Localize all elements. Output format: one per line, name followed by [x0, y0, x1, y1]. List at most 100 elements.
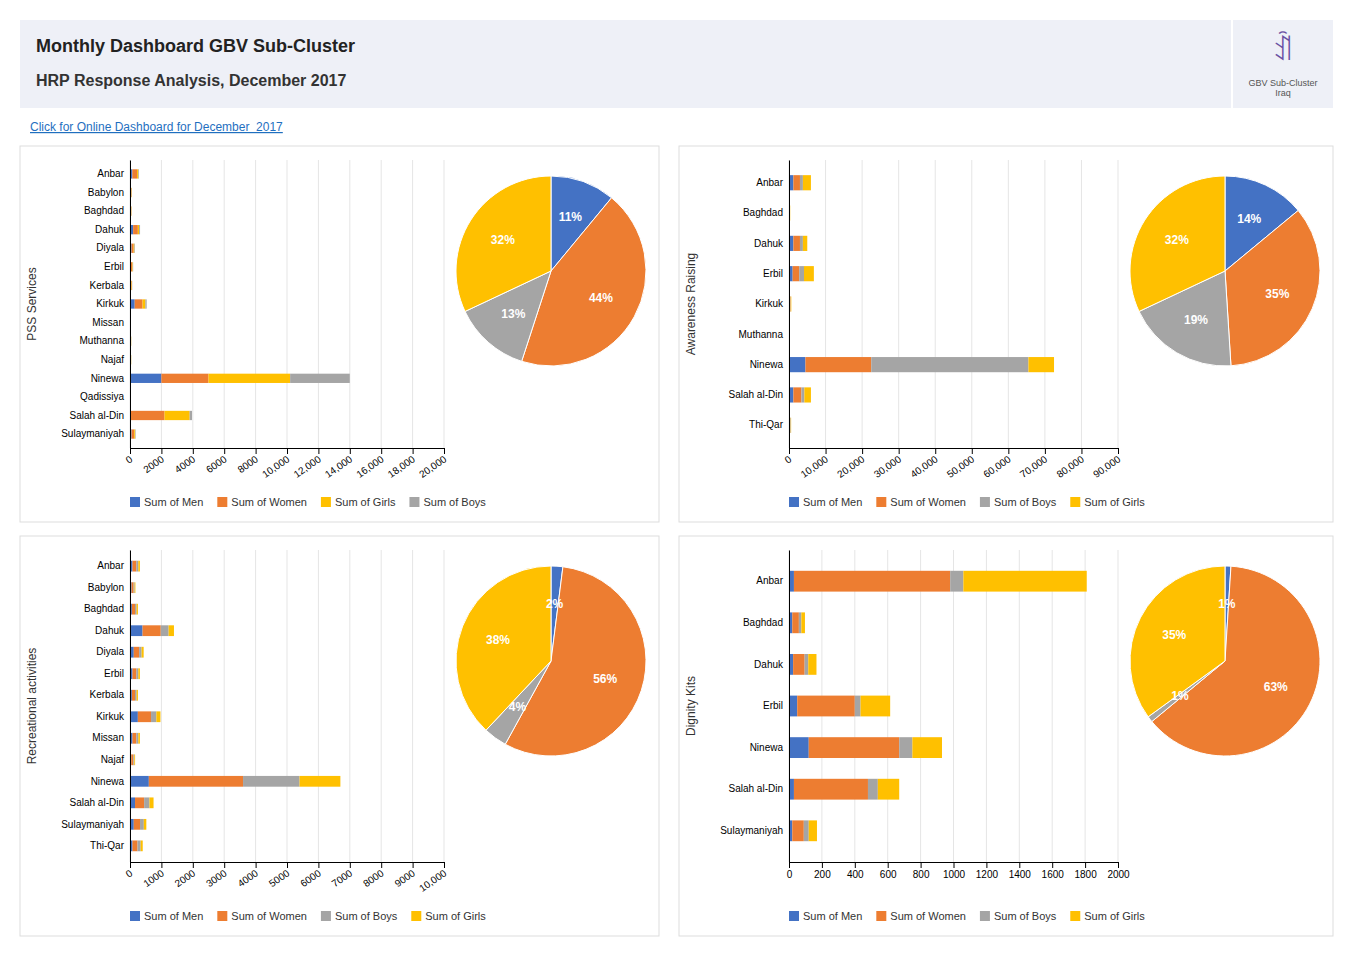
x-tick-label: 4000	[235, 867, 260, 889]
x-tick-mark	[826, 448, 827, 454]
bar-segment	[243, 776, 300, 787]
x-tick: 2000	[173, 862, 198, 889]
subtitle: HRP Response Analysis, December 2017	[36, 72, 346, 89]
y-tick-label: Sulaymaniyah	[720, 825, 783, 836]
pie-label: 1%	[1171, 689, 1189, 703]
x-axis: 0200040006000800010,00012,00014,00016,00…	[124, 448, 449, 480]
y-tick: Kirkuk	[755, 298, 789, 309]
x-tick: 2000	[1107, 862, 1130, 880]
x-tick: 2000	[141, 448, 166, 475]
x-tick-mark	[1045, 448, 1046, 454]
x-axis: 010002000300040005000600070008000900010,…	[124, 862, 449, 894]
y-tick-label: Kirkuk	[96, 298, 125, 309]
bar-chart: 010,00020,00030,00040,00050,00060,00070,…	[684, 160, 1145, 508]
y-tick-label: Thi-Qar	[749, 419, 784, 430]
legend-swatch	[321, 911, 331, 921]
pie-chart: 14%35%19%32%	[1130, 176, 1320, 366]
y-tick: Ninewa	[750, 742, 789, 753]
y-tick-label: Salah al-Din	[70, 410, 124, 421]
bar-segment	[137, 690, 138, 701]
x-tick-label: 1200	[976, 869, 999, 880]
y-tick: Sulaymaniyah	[61, 428, 130, 439]
bar-segment	[132, 169, 137, 178]
bar-segment	[139, 225, 141, 234]
grid-line	[381, 550, 382, 862]
grid	[130, 550, 444, 862]
grid-line	[971, 160, 972, 448]
bar-segment	[130, 625, 143, 636]
pie-label: 2%	[546, 597, 564, 611]
grid-line	[953, 550, 954, 862]
grid-line	[1118, 550, 1119, 862]
bar-segment	[132, 690, 135, 701]
x-tick: 1400	[1009, 862, 1032, 880]
y-tick-label: Babylon	[88, 582, 124, 593]
x-tick-label: 200	[814, 869, 831, 880]
legend-label: Sum of Girls	[1084, 910, 1145, 922]
bar-segment	[133, 244, 135, 253]
y-tick: Anbar	[97, 560, 130, 571]
x-tick-label: 5000	[267, 867, 292, 889]
y-tick: Dahuk	[754, 238, 789, 249]
pie-label: 35%	[1162, 628, 1186, 642]
legend-swatch	[789, 911, 799, 921]
legend-label: Sum of Men	[803, 910, 862, 922]
x-axis-line	[790, 448, 1119, 449]
y-tick-label: Ninewa	[91, 373, 125, 384]
x-tick-label: 3000	[204, 867, 229, 889]
bar-segment	[131, 188, 132, 197]
y-tick-label: Kirkuk	[96, 711, 125, 722]
x-tick: 50,000	[945, 448, 977, 480]
legend-swatch	[409, 497, 419, 507]
x-tick: 80,000	[1055, 448, 1087, 480]
x-tick: 16,000	[354, 448, 386, 480]
bar-series	[130, 169, 350, 438]
grid-line	[224, 160, 225, 448]
bar-segment	[137, 169, 138, 178]
x-tick-label: 800	[913, 869, 930, 880]
grid-line	[381, 160, 382, 448]
x-tick: 18,000	[386, 448, 418, 480]
legend-item: Sum of Men	[789, 910, 862, 922]
bar-segment	[963, 571, 1086, 592]
x-tick-mark	[862, 448, 863, 454]
legend-swatch	[130, 497, 140, 507]
legend-item: Sum of Women	[217, 496, 307, 508]
pie-chart: 11%44%13%32%	[456, 176, 646, 366]
y-tick-label: Anbar	[97, 168, 124, 179]
y-tick-label: Baghdad	[743, 207, 783, 218]
bar-segment	[912, 737, 942, 758]
x-tick-label: 8000	[235, 453, 260, 475]
bar-segment	[130, 374, 161, 383]
bar-series	[789, 175, 1054, 433]
bar-chart: 0200400600800100012001400160018002000Anb…	[684, 550, 1145, 922]
bar-segment	[131, 206, 132, 215]
x-tick: 600	[880, 862, 897, 880]
bar-segment	[800, 175, 803, 190]
y-tick-label: Kerbala	[90, 280, 125, 291]
bar-chart: 0200040006000800010,00012,00014,00016,00…	[25, 160, 486, 508]
y-tick: Erbil	[763, 700, 789, 711]
x-tick-mark	[193, 862, 194, 868]
x-tick-mark	[789, 448, 790, 454]
bar-segment	[793, 654, 805, 675]
legend-label: Sum of Girls	[425, 910, 486, 922]
bar-series	[130, 561, 149, 851]
grid	[130, 160, 444, 448]
bar-series	[131, 561, 243, 851]
bar-series	[789, 175, 1028, 433]
bar-segment	[1028, 357, 1054, 372]
x-tick-label: 50,000	[945, 453, 977, 480]
y-axis: AnbarBabylonBaghdadDahukDiyalaErbilKerba…	[61, 551, 130, 863]
x-tick: 0	[787, 862, 793, 880]
logo-band	[1233, 20, 1333, 108]
y-tick-label: Erbil	[763, 700, 783, 711]
pie-label: 32%	[1165, 233, 1189, 247]
bar-segment	[134, 582, 136, 593]
bar-segment	[793, 387, 801, 402]
y-tick: Baghdad	[743, 617, 789, 628]
grid-line	[1081, 160, 1082, 448]
legend-label: Sum of Boys	[994, 910, 1057, 922]
pie-label: 32%	[491, 233, 515, 247]
bar-series	[801, 571, 1086, 841]
